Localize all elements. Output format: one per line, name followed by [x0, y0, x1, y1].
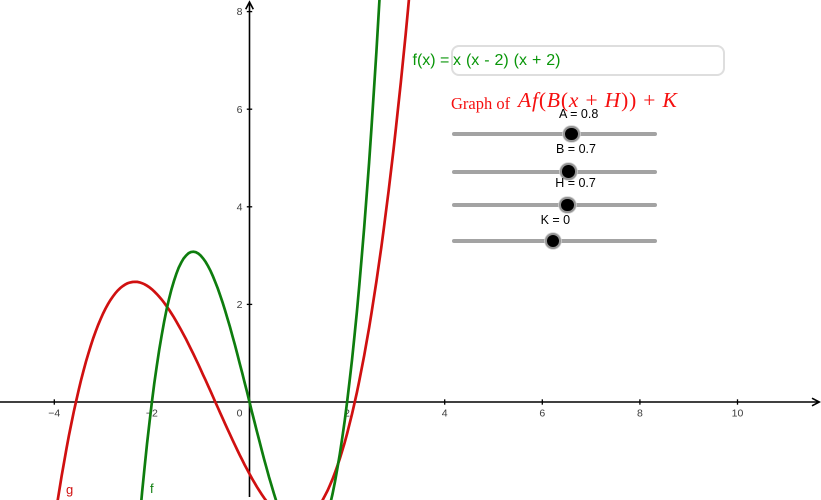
svg-text:8: 8: [237, 6, 243, 18]
svg-text:2: 2: [344, 408, 350, 420]
svg-text:0: 0: [237, 408, 243, 420]
svg-text:4: 4: [442, 408, 448, 420]
svg-text:4: 4: [237, 201, 243, 213]
svg-text:f: f: [150, 481, 154, 496]
svg-text:8: 8: [637, 408, 643, 420]
svg-text:g: g: [66, 482, 73, 497]
svg-text:10: 10: [732, 408, 744, 420]
svg-text:2: 2: [237, 299, 243, 311]
svg-text:−4: −4: [48, 408, 60, 420]
svg-text:6: 6: [539, 408, 545, 420]
svg-text:6: 6: [237, 104, 243, 116]
